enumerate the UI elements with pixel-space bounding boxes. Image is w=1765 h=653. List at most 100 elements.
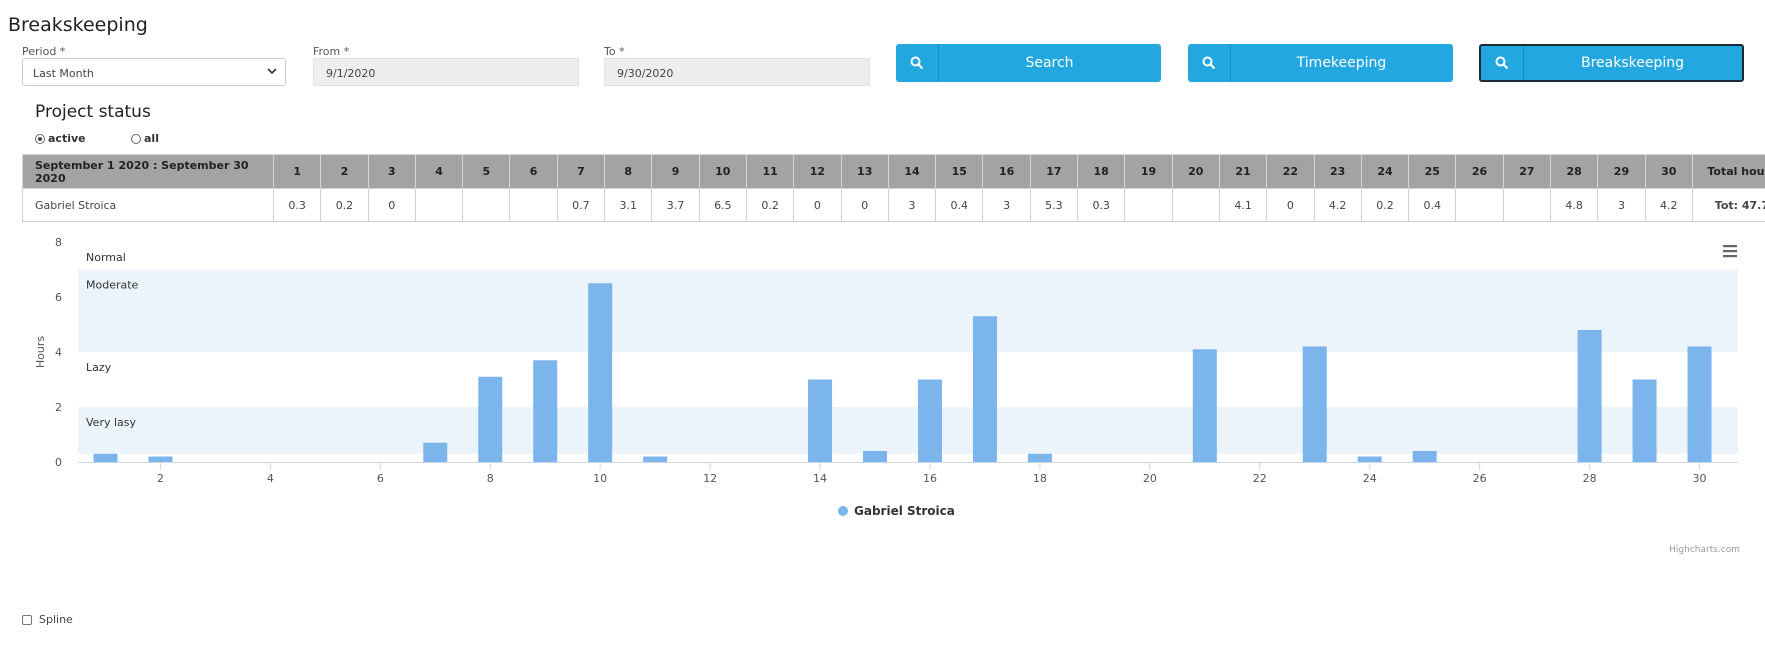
from-date-input[interactable]: 9/1/2020 — [313, 58, 579, 86]
plot-band — [78, 269, 1738, 352]
table-day-header: 3 — [367, 154, 416, 189]
table-cell: 0 — [840, 188, 889, 222]
bar — [93, 453, 118, 462]
table-day-header: 4 — [414, 154, 464, 189]
table-cell: 0 — [793, 188, 842, 222]
table-cell: 0.3 — [1077, 188, 1126, 222]
y-tick-label: 2 — [55, 401, 62, 414]
project-status-title: Project status — [35, 102, 151, 122]
table-day-header: 15 — [935, 154, 984, 189]
x-tick-label: 26 — [1473, 472, 1487, 485]
table-cell: 3 — [982, 188, 1031, 222]
x-tick-label: 28 — [1583, 472, 1597, 485]
table-cell: 0 — [367, 188, 416, 222]
table-cell: 0.4 — [1408, 188, 1457, 222]
table-day-header: 8 — [604, 154, 653, 189]
period-label: Period * — [22, 45, 66, 58]
bar — [1027, 453, 1052, 462]
table-day-header: 27 — [1502, 154, 1552, 189]
legend-marker — [838, 506, 848, 516]
spline-option[interactable]: Spline — [22, 613, 73, 626]
table-day-header: 26 — [1455, 154, 1504, 189]
table-day-header: 2 — [320, 154, 369, 189]
x-tick-label: 18 — [1033, 472, 1047, 485]
x-tick-label: 14 — [813, 472, 827, 485]
table-period-header: September 1 2020 : September 30 2020 — [22, 154, 274, 189]
radio-all[interactable]: all — [131, 132, 159, 145]
breakskeeping-button[interactable]: Breakskeeping — [1479, 44, 1744, 82]
radio-all-label: all — [144, 132, 159, 145]
x-tick-label: 4 — [267, 472, 274, 485]
table-cell — [414, 188, 464, 222]
page-title: Breakskeeping — [8, 14, 148, 36]
table-cell — [1124, 188, 1173, 222]
table-cell: 0 — [1266, 188, 1315, 222]
table-day-header: 21 — [1218, 154, 1268, 189]
period-select[interactable]: Last Month — [22, 58, 286, 86]
table-cell — [462, 188, 511, 222]
timekeeping-button-label: Timekeeping — [1296, 55, 1387, 71]
bar — [917, 379, 942, 462]
hamburger-menu-icon[interactable] — [1723, 255, 1737, 258]
y-tick-label: 4 — [55, 346, 62, 359]
table-cell: 4.1 — [1218, 188, 1268, 222]
x-tick-label: 2 — [157, 472, 164, 485]
chart-credits: Highcharts.com — [1669, 545, 1740, 555]
table-day-header: 25 — [1408, 154, 1457, 189]
plot-band-label: Lazy — [86, 361, 112, 374]
table-cell: 5.3 — [1029, 188, 1079, 222]
table-total-header: Total hours — [1691, 154, 1765, 189]
bar — [1577, 330, 1602, 462]
table-day-header: 23 — [1313, 154, 1362, 189]
spline-label: Spline — [39, 613, 73, 626]
table-header-row: September 1 2020 : September 30 2020 1 2 3 4… — [22, 154, 1765, 189]
plot-band — [78, 242, 1738, 270]
table-day-header: 17 — [1029, 154, 1079, 189]
y-tick-label: 8 — [55, 236, 62, 249]
hamburger-menu-icon[interactable] — [1723, 245, 1737, 248]
table-day-header: 6 — [509, 154, 558, 189]
to-date-input[interactable]: 9/30/2020 — [604, 58, 870, 86]
period-select-value: Last Month — [33, 67, 94, 80]
search-button-label: Search — [1025, 55, 1074, 71]
radio-all-indicator[interactable] — [131, 133, 141, 144]
x-tick-label: 24 — [1363, 472, 1377, 485]
radio-active[interactable]: active — [35, 132, 86, 145]
breakskeeping-button-label: Breakskeeping — [1580, 55, 1685, 71]
table-day-header: 22 — [1266, 154, 1315, 189]
table-cell: 6.5 — [698, 188, 747, 222]
bar — [533, 360, 558, 462]
bar — [1632, 379, 1657, 462]
table-day-header: 30 — [1644, 154, 1693, 189]
table-day-header: 10 — [698, 154, 747, 189]
bar — [588, 283, 613, 462]
y-tick-label: 0 — [55, 456, 62, 469]
search-icon — [896, 44, 939, 82]
table-cell: 3.1 — [604, 188, 653, 222]
table-cell — [1502, 188, 1552, 222]
bar — [148, 456, 173, 462]
table-cell — [1455, 188, 1504, 222]
table-day-header: 11 — [745, 154, 795, 189]
hamburger-menu-icon[interactable] — [1723, 250, 1737, 253]
hours-table: September 1 2020 : September 30 2020 1 2 3 4… — [22, 154, 1765, 222]
table-day-header: 28 — [1550, 154, 1599, 189]
plot-band-label: Moderate — [86, 279, 139, 292]
from-label: From * — [313, 45, 350, 58]
x-tick-label: 6 — [377, 472, 384, 485]
plot-band-label: Very lasy — [86, 416, 136, 429]
spline-checkbox[interactable] — [22, 614, 32, 625]
table-day-header: 29 — [1597, 154, 1646, 189]
bar — [478, 376, 503, 462]
table-day-header: 1 — [272, 154, 322, 189]
x-tick-label: 30 — [1693, 472, 1707, 485]
bar — [1687, 346, 1712, 462]
table-cell: 3 — [887, 188, 937, 222]
search-button[interactable]: Search — [896, 44, 1161, 82]
radio-active-indicator[interactable] — [35, 133, 45, 144]
table-day-header: 19 — [1124, 154, 1173, 189]
table-day-header: 7 — [556, 154, 606, 189]
timekeeping-button[interactable]: Timekeeping — [1188, 44, 1453, 82]
plot-band — [78, 352, 1738, 407]
table-day-header: 9 — [651, 154, 700, 189]
